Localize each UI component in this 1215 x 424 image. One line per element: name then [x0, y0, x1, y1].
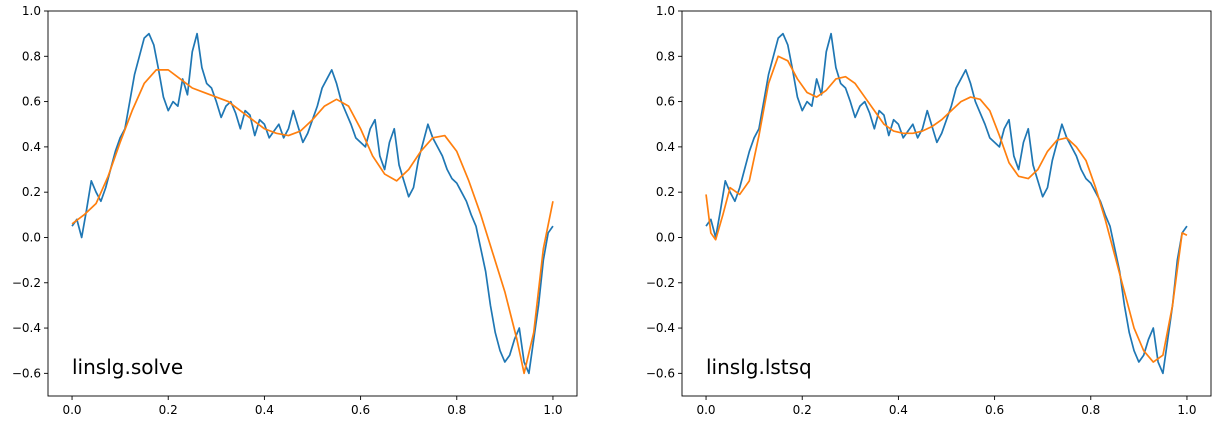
series-line-2 — [705, 55, 1188, 363]
x-tick-label: 0.0 — [62, 403, 81, 417]
y-tick-label: 0.0 — [22, 230, 41, 244]
y-tick-label: 0.4 — [22, 140, 41, 154]
series-line-1 — [705, 32, 1188, 375]
x-tick-label: 0.8 — [447, 403, 466, 417]
axes-frame — [47, 10, 578, 397]
annotation-label: linslg.solve — [72, 355, 183, 379]
x-tick-label: 0.8 — [1081, 403, 1100, 417]
x-tick-label: 0.4 — [255, 403, 274, 417]
x-tick-label: 1.0 — [543, 403, 562, 417]
y-tick-label: 1.0 — [656, 4, 675, 18]
y-tick-label: −0.6 — [646, 366, 675, 380]
y-tick-label: 0.2 — [656, 185, 675, 199]
y-tick-label: 0.8 — [22, 49, 41, 63]
subplot-linslg-solve: 0.0 0.2 0.4 0.6 0.8 1.0 −0.6 −0.4 −0.2 0.0 0.2 0.4 0… — [12, 4, 578, 417]
subplot-linslg-lstsq: 0.0 0.2 0.4 0.6 0.8 1.0 −0.6 −0.4 −0.2 0.0 0.2 0.4 0… — [646, 4, 1212, 417]
y-tick-label: −0.6 — [12, 366, 41, 380]
y-tick-label: −0.2 — [646, 276, 675, 290]
x-tick-label: 1.0 — [1177, 403, 1196, 417]
y-tick-label: 0.6 — [656, 95, 675, 109]
y-tick-label: 0.2 — [22, 185, 41, 199]
x-tick-label: 0.6 — [985, 403, 1004, 417]
y-tick-label: 0.6 — [22, 95, 41, 109]
y-tick-label: −0.4 — [646, 321, 675, 335]
x-tick-label: 0.4 — [889, 403, 908, 417]
y-tick-label: 1.0 — [22, 4, 41, 18]
y-tick-label: −0.2 — [12, 276, 41, 290]
y-tick-label: −0.4 — [12, 321, 41, 335]
y-tick-label: 0.0 — [656, 230, 675, 244]
x-tick-label: 0.2 — [159, 403, 178, 417]
annotation-label: linslg.lstsq — [706, 355, 812, 379]
x-tick-label: 0.6 — [351, 403, 370, 417]
x-tick-label: 0.2 — [793, 403, 812, 417]
y-tick-label: 0.4 — [656, 140, 675, 154]
axes-frame — [681, 10, 1212, 397]
y-tick-label: 0.8 — [656, 49, 675, 63]
series-line-2 — [71, 69, 554, 375]
x-tick-label: 0.0 — [696, 403, 715, 417]
